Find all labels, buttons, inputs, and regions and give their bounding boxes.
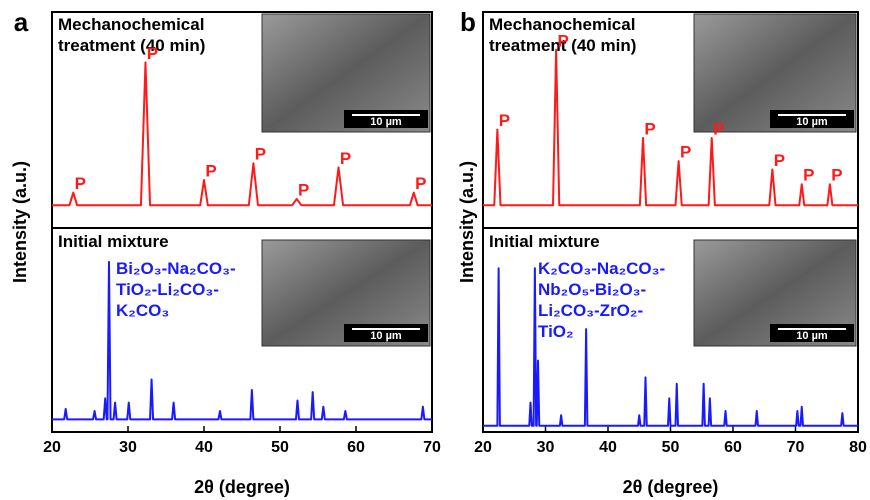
series-line bbox=[52, 260, 432, 421]
peak-label: P bbox=[205, 161, 216, 180]
scale-bar-label: 10 µm bbox=[796, 116, 828, 128]
peak-label: P bbox=[680, 143, 691, 162]
peak-label: P bbox=[803, 166, 814, 185]
x-axis-title: 2θ (degree) bbox=[194, 477, 290, 497]
x-tick-label: 60 bbox=[347, 439, 365, 456]
series-label-box: Initial mixture bbox=[489, 232, 600, 251]
series-label: Mechanochemical treatment (40 min) bbox=[58, 15, 206, 55]
peak-label: P bbox=[644, 119, 655, 138]
composition-label-box: Bi₂O₃-Na₂CO₃-TiO₂-Li₂CO₃-K₂CO₃ bbox=[116, 259, 236, 320]
series-line bbox=[52, 61, 432, 207]
panel-label: b bbox=[460, 7, 476, 37]
x-tick-label: 50 bbox=[271, 439, 289, 456]
scale-bar-label: 10 µm bbox=[370, 330, 402, 342]
x-tick-label: 70 bbox=[423, 439, 441, 456]
x-tick-label: 60 bbox=[724, 439, 742, 456]
x-tick-label: 30 bbox=[119, 439, 137, 456]
peak-label: P bbox=[340, 149, 351, 168]
x-tick-label: 50 bbox=[662, 439, 680, 456]
peak-label: P bbox=[774, 151, 785, 170]
peak-label: P bbox=[298, 180, 309, 199]
series-label: Initial mixture bbox=[58, 232, 169, 251]
peak-label: P bbox=[713, 119, 724, 138]
series-label-box: Mechanochemical treatment (40 min) bbox=[489, 15, 637, 55]
peak-label: P bbox=[415, 174, 426, 193]
series-label-box: Mechanochemical treatment (40 min) bbox=[58, 15, 206, 55]
x-axis-title: 2θ (degree) bbox=[623, 477, 719, 497]
series-line bbox=[483, 48, 858, 207]
scale-bar-label: 10 µm bbox=[796, 330, 828, 342]
composition-label: Bi₂O₃-Na₂CO₃-TiO₂-Li₂CO₃-K₂CO₃ bbox=[116, 259, 236, 320]
x-tick-label: 40 bbox=[599, 439, 617, 456]
plot-frame bbox=[51, 11, 433, 433]
x-tick-label: 30 bbox=[537, 439, 555, 456]
peak-label: P bbox=[147, 44, 158, 63]
series-label-box: Initial mixture bbox=[58, 232, 169, 251]
composition-label-box: K₂CO₃-Na₂CO₃-Nb₂O₅-Bi₂O₃-Li₂CO₃-ZrO₂-TiO… bbox=[538, 259, 666, 341]
series-label: Initial mixture bbox=[489, 232, 600, 251]
y-axis-title: Intensity (a.u.) bbox=[457, 161, 477, 283]
peak-label: P bbox=[557, 31, 568, 50]
scale-bar-label: 10 µm bbox=[370, 116, 402, 128]
x-tick-label: 40 bbox=[195, 439, 213, 456]
series-line bbox=[483, 267, 858, 427]
x-tick-label: 70 bbox=[787, 439, 805, 456]
x-tick-label: 20 bbox=[474, 439, 492, 456]
x-tick-label: 80 bbox=[849, 439, 867, 456]
y-axis-title: Intensity (a.u.) bbox=[10, 161, 30, 283]
composition-label: K₂CO₃-Na₂CO₃-Nb₂O₅-Bi₂O₃-Li₂CO₃-ZrO₂-TiO… bbox=[538, 259, 666, 341]
peak-label: P bbox=[499, 111, 510, 130]
peak-label: P bbox=[255, 145, 266, 164]
peak-label: P bbox=[75, 174, 86, 193]
panel-label: a bbox=[14, 7, 29, 37]
peak-label: P bbox=[831, 166, 842, 185]
x-tick-label: 20 bbox=[43, 439, 61, 456]
series-label: Mechanochemical treatment (40 min) bbox=[489, 15, 637, 55]
